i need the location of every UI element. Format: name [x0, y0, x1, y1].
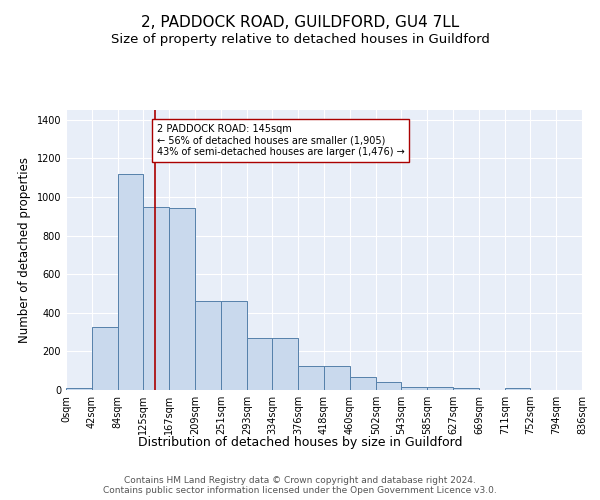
Bar	[169, 208, 195, 390]
Bar	[505, 388, 530, 390]
Text: 2, PADDOCK ROAD, GUILDFORD, GU4 7LL: 2, PADDOCK ROAD, GUILDFORD, GU4 7LL	[141, 15, 459, 30]
Bar	[66, 388, 92, 390]
Bar	[221, 301, 247, 390]
Text: Contains HM Land Registry data © Crown copyright and database right 2024.
Contai: Contains HM Land Registry data © Crown c…	[103, 476, 497, 495]
Bar	[247, 338, 272, 390]
Bar	[376, 382, 401, 390]
Bar	[143, 206, 169, 390]
Bar	[350, 378, 376, 390]
Text: 2 PADDOCK ROAD: 145sqm
← 56% of detached houses are smaller (1,905)
43% of semi-: 2 PADDOCK ROAD: 145sqm ← 56% of detached…	[157, 124, 404, 156]
Bar	[92, 327, 118, 390]
Bar	[272, 338, 298, 390]
Bar	[195, 301, 221, 390]
Bar	[118, 174, 143, 390]
Bar	[298, 366, 324, 390]
Text: Distribution of detached houses by size in Guildford: Distribution of detached houses by size …	[138, 436, 462, 449]
Bar	[427, 386, 453, 390]
Bar	[453, 388, 479, 390]
Y-axis label: Number of detached properties: Number of detached properties	[18, 157, 31, 343]
Bar	[401, 386, 427, 390]
Text: Size of property relative to detached houses in Guildford: Size of property relative to detached ho…	[110, 32, 490, 46]
Bar	[324, 366, 350, 390]
